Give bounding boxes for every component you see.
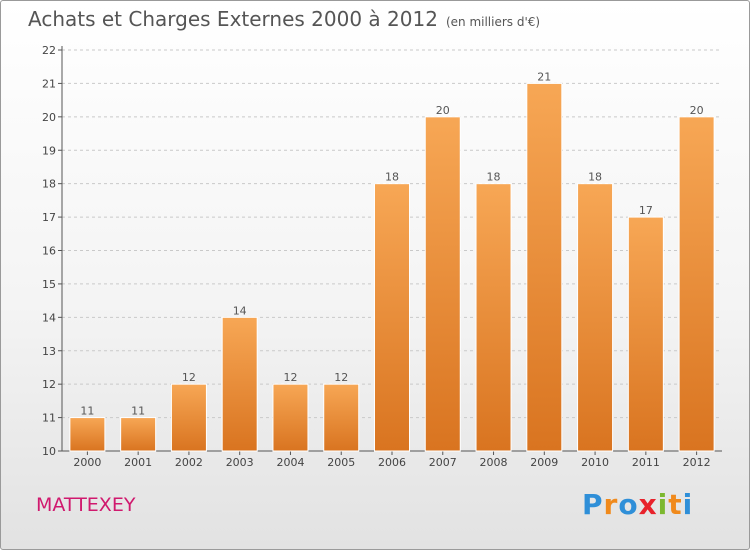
logo-letter: P (582, 488, 604, 521)
proxiti-logo: Proxiti (582, 488, 693, 521)
bar (374, 183, 410, 452)
value-label: 12 (334, 371, 348, 384)
x-tick-label: 2001 (124, 456, 152, 469)
logo-letter: r (603, 488, 619, 521)
value-label: 11 (131, 405, 145, 418)
y-tick-label: 15 (42, 278, 56, 291)
chart-title-unit: (en milliers d'€) (445, 15, 541, 29)
x-tick-label: 2008 (480, 456, 508, 469)
y-tick-label: 19 (42, 144, 56, 157)
x-tick-label: 2002 (175, 456, 203, 469)
x-tick-label: 2000 (73, 456, 101, 469)
value-label: 11 (80, 405, 94, 418)
value-label: 18 (385, 171, 399, 184)
x-tick-label: 2007 (429, 456, 457, 469)
value-label: 18 (487, 171, 501, 184)
logo-letter: i (657, 488, 669, 521)
y-tick-label: 11 (42, 412, 56, 425)
y-tick-label: 22 (42, 44, 56, 57)
bar (475, 183, 512, 452)
chart-title: Achats et Charges Externes 2000 à 2012 (e… (28, 7, 540, 31)
y-tick-label: 14 (42, 311, 56, 324)
bar (170, 383, 207, 452)
value-label: 18 (588, 171, 602, 184)
bar (323, 383, 360, 452)
y-tick-label: 13 (42, 345, 56, 358)
y-tick-label: 12 (42, 378, 56, 391)
logo-letter: o (618, 488, 639, 521)
bar (577, 183, 614, 452)
bar (627, 216, 664, 452)
bar (678, 116, 715, 452)
y-tick-label: 18 (42, 178, 56, 191)
y-tick-label: 16 (42, 245, 56, 258)
y-tick-labels: 10 11 12 13 14 15 16 17 18 19 20 21 22 (42, 44, 56, 458)
x-tick-label: 2005 (327, 456, 355, 469)
x-tick-label: 2010 (581, 456, 609, 469)
x-tick-label: 2006 (378, 456, 406, 469)
bar (424, 116, 461, 452)
y-tick-label: 10 (42, 445, 56, 458)
bar (120, 417, 157, 452)
x-tick-label: 2012 (683, 456, 711, 469)
bar (526, 82, 563, 452)
bar (272, 383, 309, 452)
y-tick-label: 17 (42, 211, 56, 224)
value-labels: 11 11 12 14 12 12 18 20 18 21 18 17 20 (80, 70, 703, 417)
value-label: 17 (639, 204, 653, 217)
x-tick-labels: 2000 2001 2002 2003 2004 2005 2006 2007 2008 2009… (73, 456, 710, 469)
value-label: 21 (537, 70, 551, 83)
logo-letter: i (682, 488, 694, 521)
logo-letter: t (668, 488, 683, 521)
logo-letter: x (638, 488, 658, 521)
value-label: 20 (436, 104, 450, 117)
x-tick-label: 2011 (632, 456, 660, 469)
x-tick-label: 2009 (530, 456, 558, 469)
value-label: 12 (182, 371, 196, 384)
x-tick-label: 2004 (276, 456, 304, 469)
value-label: 12 (283, 371, 297, 384)
y-tick-label: 20 (42, 111, 56, 124)
bar (69, 417, 106, 452)
chart-title-main: Achats et Charges Externes 2000 à 2012 (28, 7, 438, 31)
value-label: 20 (690, 104, 704, 117)
y-tick-label: 21 (42, 77, 56, 90)
bars (69, 82, 715, 452)
commune-name: MATTEXEY (36, 494, 136, 516)
bar (221, 316, 258, 452)
value-label: 14 (233, 304, 247, 317)
x-tick-label: 2003 (226, 456, 254, 469)
